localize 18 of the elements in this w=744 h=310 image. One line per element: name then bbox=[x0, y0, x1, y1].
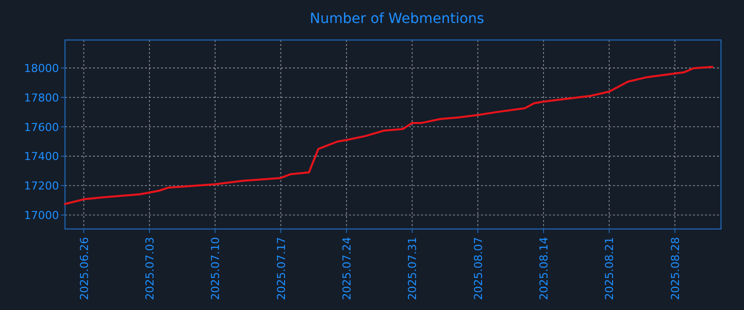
y-tick-label: 17200 bbox=[24, 180, 59, 193]
x-tick-label: 2025.07.24 bbox=[340, 237, 354, 300]
x-tick-label: 2025.07.17 bbox=[274, 237, 288, 300]
x-tick-label: 2025.08.14 bbox=[538, 237, 551, 300]
x-tick-label: 2025.08.28 bbox=[668, 237, 682, 300]
y-tick-label: 17800 bbox=[24, 91, 59, 104]
x-tick-label: 2025.08.07 bbox=[472, 237, 485, 300]
x-tick-label: 2025.07.03 bbox=[143, 237, 156, 300]
y-tick-label: 18000 bbox=[24, 62, 59, 75]
x-tick-label: 2025.08.21 bbox=[603, 237, 616, 300]
y-tick-label: 17600 bbox=[24, 120, 59, 134]
chart-title: Number of Webmentions bbox=[310, 11, 484, 27]
x-tick-label: 2025.07.31 bbox=[406, 237, 420, 300]
y-tick-label: 17000 bbox=[24, 209, 59, 222]
y-tick-label: 17400 bbox=[24, 150, 59, 164]
x-tick-label: 2025.06.26 bbox=[78, 237, 91, 300]
line-series bbox=[64, 66, 714, 205]
x-tick-label: 2025.07.10 bbox=[209, 237, 222, 300]
